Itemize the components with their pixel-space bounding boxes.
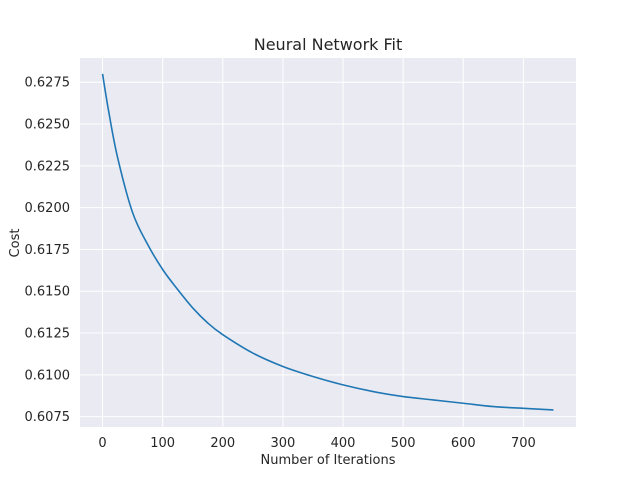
y-tick-label: 0.6125 [25,327,71,342]
x-tick-label: 500 [391,436,416,451]
x-tick-label: 700 [511,436,536,451]
y-tick-label: 0.6275 [25,76,71,91]
plot-area [80,58,576,427]
x-tick-label: 200 [210,436,235,451]
cost-series-line [101,73,554,411]
y-tick-label: 0.6200 [25,201,71,216]
y-tick-label: 0.6175 [25,243,71,258]
y-tick-label: 0.6100 [25,368,71,383]
x-tick-label: 600 [451,436,476,451]
y-tick-label: 0.6150 [25,285,71,300]
chart-title: Neural Network Fit [254,35,403,54]
y-tick-label: 0.6225 [25,159,71,174]
x-axis-label: Number of Iterations [261,453,396,468]
y-tick-label: 0.6250 [25,118,71,133]
x-tick-label: 300 [270,436,295,451]
y-axis-label: Cost [8,229,23,258]
x-tick-label: 0 [98,436,106,451]
y-tick-label: 0.6075 [25,410,71,425]
x-tick-labels: 0 100 200 300 400 500 600 700 [98,436,535,451]
x-gridlines [102,58,524,427]
x-tick-label: 400 [331,436,356,451]
y-tick-labels: 0.6075 0.6100 0.6125 0.6150 0.6175 0.6200 0.62… [25,76,71,425]
series-layer [101,73,554,411]
y-gridlines [80,81,576,418]
x-tick-label: 100 [150,436,175,451]
